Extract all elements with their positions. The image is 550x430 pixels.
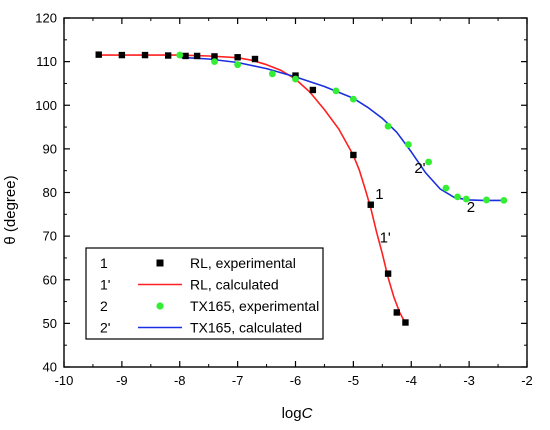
data-point-1 [211,53,218,60]
legend-label: TX165, calculated [190,320,302,336]
curve-label: 1' [380,230,391,247]
legend-square-swatch [156,259,164,267]
x-axis-label: logC [282,405,313,422]
data-point-1 [350,151,357,159]
data-point-2 [425,158,433,166]
x-axis-label-italic: C [302,405,313,422]
data-point-1 [251,55,259,63]
y-tick-label: 120 [35,11,57,26]
data-point-1 [402,319,409,326]
y-tick-label: 110 [36,54,57,69]
y-tick-label: 100 [35,98,57,113]
data-point-1 [193,52,201,60]
x-tick-label: -9 [116,373,128,388]
y-tick-label: 50 [43,316,57,331]
y-tick-label: 80 [43,185,57,200]
series-layer [95,51,508,326]
data-point-2 [332,87,340,95]
data-point-2 [404,141,412,148]
data-point-2 [483,196,490,204]
x-tick-label: -7 [232,373,244,388]
data-point-2 [442,184,450,192]
data-point-1 [118,51,126,59]
curve-label: 2' [414,160,425,177]
x-tick-label: -4 [405,373,417,388]
legend: 1 RL, experimental 1' RL, calculated 2 TX165,… [85,247,324,340]
data-point-1 [384,270,392,277]
legend-label: RL, calculated [190,277,279,293]
data-point-1 [182,52,189,60]
data-point-1 [95,51,102,58]
data-point-2 [234,61,242,69]
legend-key: 1' [100,277,110,293]
legend-key: 2 [100,298,108,314]
data-point-1 [367,201,374,208]
x-tick-label: -5 [348,373,360,388]
x-tick-label: -8 [174,373,186,388]
data-point-2 [384,122,392,130]
data-point-2 [454,193,461,201]
data-point-2 [500,196,508,204]
x-axis-label-plain: log [282,405,302,422]
curve-label: 2 [467,199,475,216]
axes: -10 -9 -8 -7 -6 -5 -4 -3 -2 40 50 60 70 80 90 100 110 120 [35,11,532,389]
y-tick-label: 70 [43,229,57,244]
data-point-1 [309,86,317,94]
legend-key: 2' [100,320,110,336]
legend-label: TX165, experimental [190,298,319,314]
legend-key: 1 [100,255,108,271]
x-tick-label: -3 [463,373,475,388]
legend-label: RL, experimental [190,255,296,271]
data-point-1 [393,309,400,316]
x-tick-label: -10 [55,373,74,388]
data-point-2 [176,51,184,59]
data-point-2 [211,58,218,66]
y-tick-label: 40 [43,360,57,375]
data-point-1 [141,51,149,59]
data-point-1 [292,72,299,79]
annotations: 1 1' 2' 2 [375,160,475,247]
series-line-2' [179,56,504,202]
y-tick-label: 60 [43,272,57,287]
legend-circle-swatch [156,302,164,310]
data-point-2 [268,70,276,78]
x-tick-label: -2 [521,373,533,388]
data-point-2 [462,195,470,203]
y-axis-label: θ (degree) [2,175,19,244]
curve-label: 1 [375,186,383,203]
x-tick-label: -6 [290,373,302,388]
data-point-1 [234,54,241,61]
data-point-2 [349,95,357,103]
data-point-1 [164,52,172,59]
y-tick-label: 90 [43,141,57,156]
data-point-2 [292,75,299,83]
legend-box [85,247,324,340]
